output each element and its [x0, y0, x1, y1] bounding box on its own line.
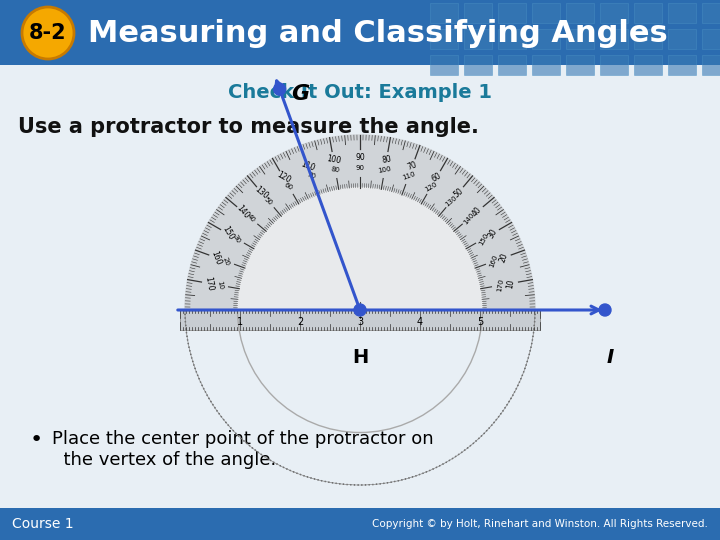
Text: 20: 20: [222, 256, 230, 266]
Text: Course 1: Course 1: [12, 517, 73, 531]
Bar: [430, 55, 458, 75]
Bar: [0, 65, 720, 508]
Bar: [600, 29, 628, 49]
Bar: [702, 55, 720, 75]
Text: 120: 120: [424, 181, 438, 193]
Text: H: H: [352, 348, 368, 367]
Bar: [634, 29, 662, 49]
Text: 150: 150: [477, 232, 490, 246]
Text: 3: 3: [357, 317, 363, 327]
Bar: [600, 55, 628, 75]
Text: 80: 80: [381, 154, 392, 165]
Circle shape: [274, 83, 286, 95]
Text: 140: 140: [235, 203, 251, 220]
Bar: [566, 29, 594, 49]
Text: 5: 5: [477, 317, 483, 327]
Text: Use a protractor to measure the angle.: Use a protractor to measure the angle.: [18, 117, 479, 137]
Text: 130: 130: [253, 185, 270, 201]
Bar: [430, 3, 458, 23]
Text: Check It Out: Example 1: Check It Out: Example 1: [228, 84, 492, 103]
Text: 1: 1: [237, 317, 243, 327]
Bar: [634, 55, 662, 75]
Bar: [532, 55, 560, 75]
Bar: [532, 3, 560, 23]
Bar: [0, 65, 720, 508]
Text: Copyright © by Holt, Rinehart and Winston. All Rights Reserved.: Copyright © by Holt, Rinehart and Winsto…: [372, 519, 708, 529]
Text: 4: 4: [417, 317, 423, 327]
Bar: [0, 0, 720, 65]
Bar: [668, 3, 696, 23]
Text: I: I: [606, 348, 613, 367]
Text: 60: 60: [284, 182, 294, 192]
Bar: [668, 29, 696, 49]
Circle shape: [354, 304, 366, 316]
Bar: [498, 55, 526, 75]
Text: 170: 170: [204, 275, 215, 292]
Bar: [566, 55, 594, 75]
Text: 70: 70: [406, 160, 418, 172]
Text: G: G: [292, 84, 310, 104]
Text: Measuring and Classifying Angles: Measuring and Classifying Angles: [88, 18, 667, 48]
Text: 170: 170: [496, 278, 505, 293]
Bar: [498, 29, 526, 49]
Text: •: •: [30, 430, 43, 450]
Bar: [668, 55, 696, 75]
Text: 120: 120: [275, 170, 292, 185]
Text: 100: 100: [325, 154, 341, 165]
Text: Place the center point of the protractor on
  the vertex of the angle.: Place the center point of the protractor…: [52, 430, 433, 469]
Text: 110: 110: [300, 159, 316, 173]
Text: 80: 80: [330, 166, 341, 173]
Bar: [498, 3, 526, 23]
Circle shape: [356, 306, 364, 314]
Text: 90: 90: [356, 165, 364, 171]
Circle shape: [599, 304, 611, 316]
Text: 110: 110: [401, 171, 416, 181]
Circle shape: [22, 7, 74, 59]
Polygon shape: [238, 187, 482, 310]
Text: 10: 10: [505, 278, 516, 289]
Bar: [566, 3, 594, 23]
Bar: [464, 3, 492, 23]
Bar: [180, 310, 540, 330]
Bar: [702, 29, 720, 49]
Polygon shape: [185, 135, 535, 310]
Text: 8-2: 8-2: [30, 23, 67, 43]
Text: 140: 140: [462, 211, 476, 226]
Bar: [532, 29, 560, 49]
Text: 50: 50: [263, 195, 274, 206]
Text: 40: 40: [246, 213, 256, 224]
Bar: [464, 55, 492, 75]
Text: 40: 40: [471, 205, 484, 218]
Bar: [0, 508, 720, 540]
Text: 150: 150: [220, 225, 235, 242]
Text: 10: 10: [216, 280, 223, 290]
Text: 60: 60: [430, 171, 443, 184]
Text: 30: 30: [486, 227, 499, 240]
Bar: [464, 29, 492, 49]
Text: 2: 2: [297, 317, 303, 327]
Text: 130: 130: [444, 194, 459, 207]
Bar: [702, 3, 720, 23]
Text: 20: 20: [498, 252, 510, 264]
Text: 30: 30: [232, 233, 241, 244]
Text: 160: 160: [489, 254, 499, 268]
Text: 160: 160: [210, 249, 223, 266]
Bar: [634, 3, 662, 23]
Text: 90: 90: [355, 152, 365, 161]
Bar: [600, 3, 628, 23]
Text: 100: 100: [377, 166, 392, 174]
Bar: [430, 29, 458, 49]
Text: 50: 50: [451, 186, 465, 199]
Text: 70: 70: [306, 172, 317, 180]
